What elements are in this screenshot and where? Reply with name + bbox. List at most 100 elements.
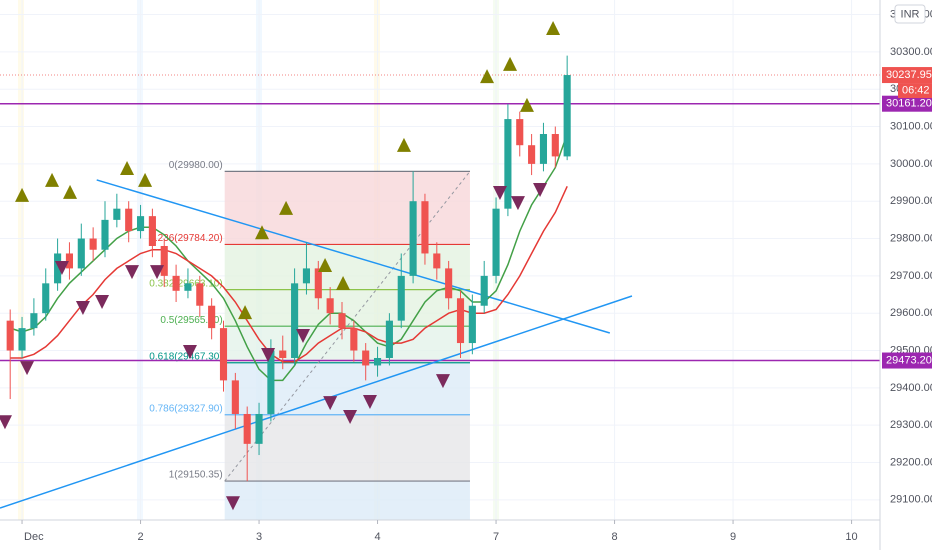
signal-up [336,275,351,290]
countdown-box [898,83,932,99]
candle-body [30,313,38,329]
signal-down [362,395,377,410]
currency-box [894,4,926,24]
candle-body [492,208,500,276]
candle-body [373,357,382,366]
candle-body [18,328,26,351]
y-tick-label: 29200.00 [890,456,932,468]
axes: 29100.0029200.0029300.0029400.0029500.00… [21,4,932,543]
candle-body [160,246,168,276]
candle-body [219,328,228,381]
candle-body [302,268,311,284]
candle-body [291,283,299,358]
signal-up [138,172,153,187]
candle-body [421,201,429,254]
candle-body [326,298,334,314]
fib-label: 0.618(29467.30) [149,351,222,362]
signal-down [533,183,548,198]
signal-down [225,496,240,511]
price-label: 29473.20 [886,354,932,366]
signal-down [343,409,358,424]
price-label: 30161.20 [886,98,932,110]
fib-label: 0.236(29784.20) [149,233,222,244]
candle-body [385,320,393,358]
signal-down [54,261,69,276]
signal-up [45,172,60,187]
candle-body [468,305,476,344]
candle-body [362,350,370,366]
candle-body [480,275,488,306]
y-tick-label: 29300.00 [890,419,932,431]
signal-down [182,345,197,360]
candle-body [101,219,109,250]
signal-up [279,200,294,215]
fib-band [224,326,470,363]
candle-body [113,208,121,220]
candle-body [243,413,251,444]
candle-body [65,253,73,269]
y-tick-label: 30000.00 [890,158,932,170]
signal-up [255,225,270,240]
trendline [96,179,611,334]
x-tick-label: 9 [730,531,736,543]
signal-up [63,184,78,199]
signal-down [435,374,450,389]
fib-band [224,244,470,290]
fibonacci: 0(29980.00)0.236(29784.20)0.382(29663.10… [149,160,471,520]
x-tick-label: Dec [24,531,44,543]
countdown: 06:42 [902,84,930,96]
candle-body [77,238,85,269]
trendline [0,295,633,509]
fib-band [224,362,470,415]
candle-body [445,268,453,299]
candle-body [279,350,287,358]
signal-up [15,187,30,202]
signal-down [296,328,311,343]
signal-down [95,294,110,309]
candle-body [267,350,275,414]
fib-band [224,289,470,327]
candle-body [184,283,192,291]
signal-up [546,20,561,35]
candle-body [172,275,180,291]
signal-down [492,185,507,200]
candle-body [504,119,512,209]
x-tick-label: 8 [611,531,617,543]
fib-label: 0.5(29565.20) [160,315,222,326]
candle-body [397,275,405,321]
session-marker [137,0,143,520]
candle-body [528,145,536,164]
signal-down [510,196,525,211]
candle-body [409,201,417,276]
candle-body [6,320,14,351]
moving-average [9,133,568,382]
signal-up [519,97,534,112]
x-tick-label: 2 [137,531,143,543]
signal-down [125,265,140,280]
signal-up [120,160,135,175]
y-tick-label: 29700.00 [890,270,932,282]
y-tick-label: 29100.00 [890,494,932,506]
signal-down [261,348,276,363]
candle-body [338,313,346,329]
fib-band [224,171,470,245]
price-label-box [882,67,932,84]
candle-body [196,283,204,306]
candle-body [255,413,263,444]
candle-body [314,268,322,299]
candle-body [89,238,97,250]
signal-up [480,69,495,84]
x-tick-label: 7 [493,531,499,543]
signal-down [323,396,338,411]
fib-label: 1(29150.35) [169,470,223,481]
price-label-box [882,352,932,369]
candle-body [433,253,441,269]
signal-down [75,300,90,315]
candle-body [456,298,465,344]
y-tick-label: 29800.00 [890,232,932,244]
plot [0,20,880,511]
price-label: 30237.95 [886,69,932,81]
candle-body [42,283,50,314]
candle-body [54,253,62,284]
